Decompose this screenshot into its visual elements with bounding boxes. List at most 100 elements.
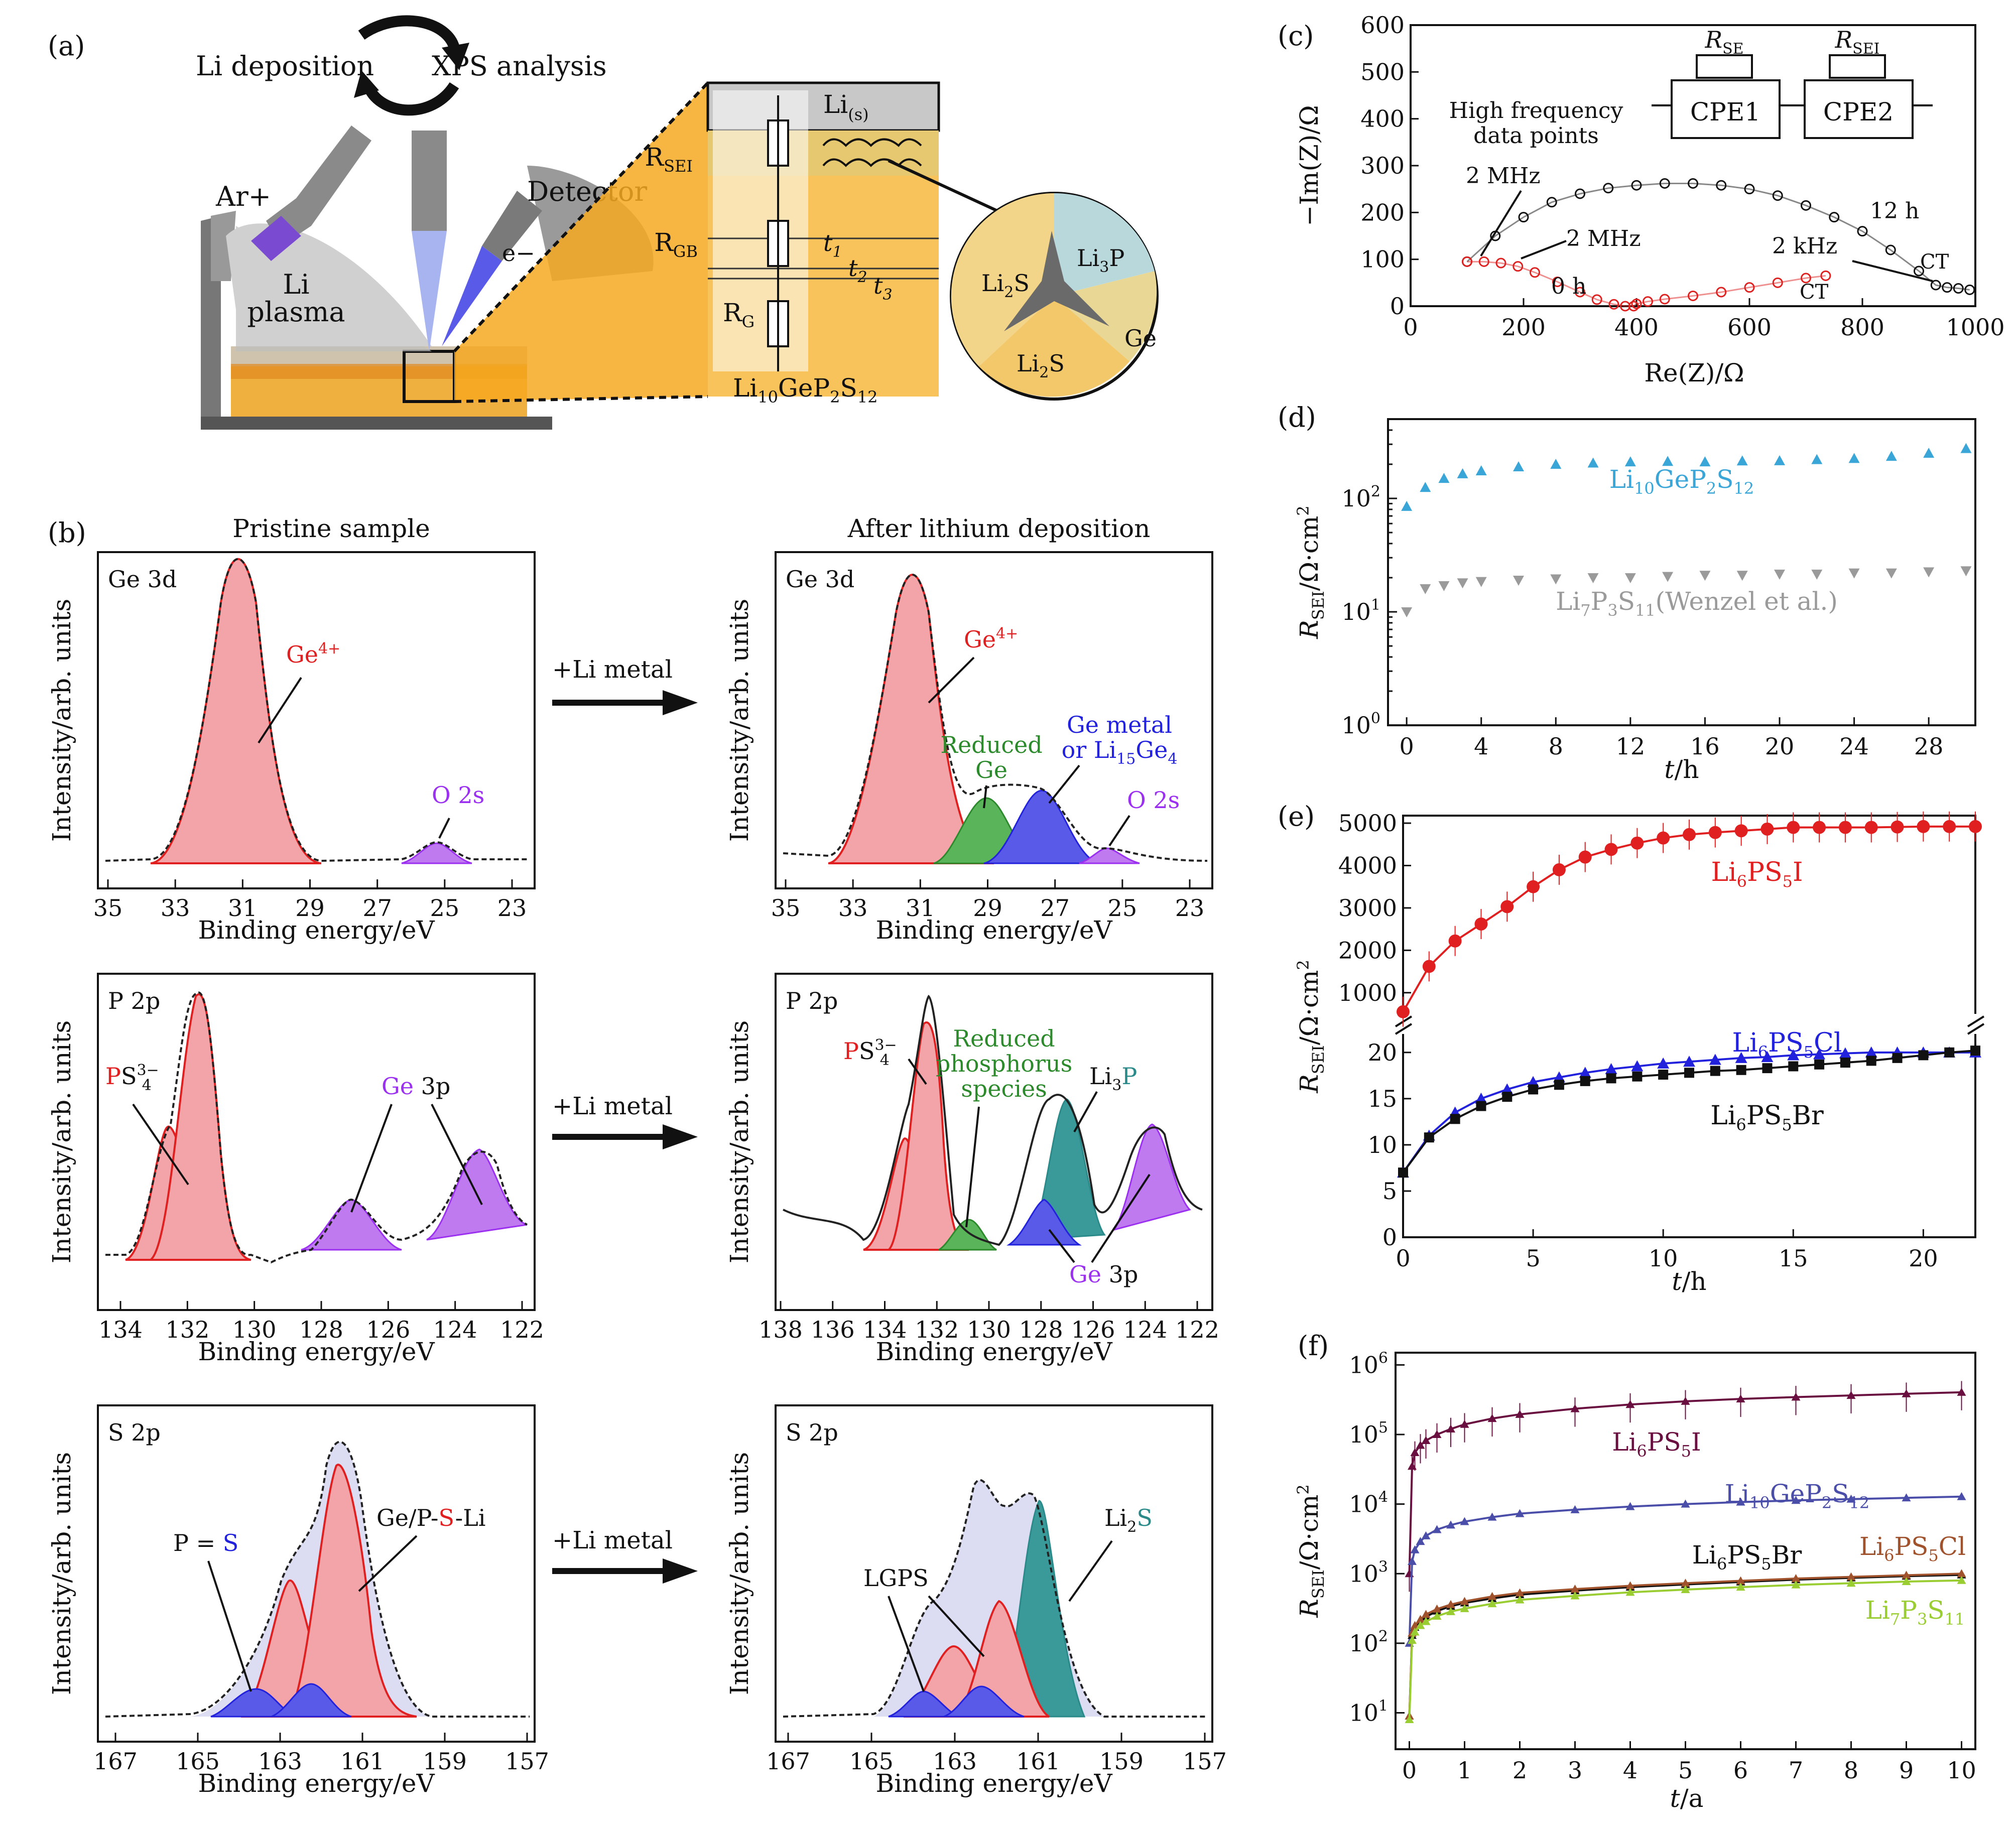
f-point bbox=[1902, 1493, 1911, 1502]
e-point bbox=[1683, 1056, 1695, 1067]
p-right-li3p-label: Li3P bbox=[1089, 1063, 1137, 1094]
d-point bbox=[1699, 571, 1711, 581]
e-ytick-label-lower: 20 bbox=[1367, 1039, 1397, 1066]
e-point bbox=[1814, 1059, 1825, 1070]
panel-f-legend-lps: Li7P3S11 bbox=[1865, 1596, 1965, 1629]
panel-c-pointer-1 bbox=[1480, 190, 1522, 257]
e-xtick-label: 20 bbox=[1909, 1245, 1938, 1272]
f-point bbox=[1416, 1537, 1425, 1545]
d-point bbox=[1438, 581, 1450, 591]
e-point bbox=[1658, 1070, 1669, 1080]
f-point bbox=[1681, 1499, 1690, 1508]
d-point bbox=[1513, 575, 1524, 586]
zoom-cone bbox=[454, 83, 708, 402]
c-point bbox=[1744, 184, 1755, 195]
panel-e-legend-i: Li6PS5I bbox=[1711, 857, 1803, 891]
xtick-label: 33 bbox=[161, 894, 190, 922]
xtick-label: 134 bbox=[863, 1316, 907, 1343]
xtick-label: 27 bbox=[1040, 894, 1070, 922]
e-point bbox=[1864, 821, 1878, 834]
xtick-label: 31 bbox=[906, 894, 935, 922]
c-point bbox=[1608, 299, 1619, 310]
d-point bbox=[1587, 457, 1599, 468]
d-point bbox=[1624, 573, 1636, 583]
xtick-label: 122 bbox=[500, 1316, 544, 1343]
li-metal-arrow-1-label: +Li metal bbox=[552, 656, 673, 684]
p-left-title: P 2p bbox=[108, 987, 160, 1014]
s-left-title: S 2p bbox=[108, 1419, 161, 1446]
c-point bbox=[1688, 290, 1698, 301]
panel-d-legend-lgps: Li10GeP2S12 bbox=[1609, 465, 1754, 498]
li-plasma-label-2: plasma bbox=[247, 296, 345, 328]
xps-s-right: S 2p LGPS Li2S 167 165 163 161 159 157 Bindin… bbox=[725, 1404, 1227, 1798]
xtick-label: 136 bbox=[811, 1316, 855, 1343]
ge-right-ge4-label: Ge4+ bbox=[964, 625, 1018, 653]
panel-e-legend-br: Li6PS5Br bbox=[1710, 1101, 1824, 1134]
f-point bbox=[1515, 1595, 1525, 1604]
panel-d-xlabel: t/h bbox=[1664, 755, 1699, 784]
c-point bbox=[1478, 256, 1489, 267]
p-left-envelope bbox=[105, 991, 528, 1264]
panel-f-legend-cl: Li6PS5Cl bbox=[1859, 1532, 1966, 1565]
panel-f: (f) 0 1 2 3 4 5 6 7 8 9 10 101 102 103 104 105 106 Li6PS… bbox=[1294, 1330, 1976, 1813]
d-point bbox=[1811, 454, 1823, 464]
e-point bbox=[1528, 1084, 1539, 1095]
xtick-label: 27 bbox=[362, 894, 392, 922]
c-ytick-label: 300 bbox=[1360, 152, 1405, 179]
panel-c-note-4: 2 MHz bbox=[1566, 226, 1641, 251]
c-ytick-label: 600 bbox=[1360, 12, 1405, 39]
li-metal-arrow-2-label: +Li metal bbox=[552, 1092, 673, 1120]
f-point bbox=[1625, 1588, 1635, 1596]
c-xtick-label: 0 bbox=[1403, 314, 1418, 341]
f-point bbox=[1736, 1497, 1745, 1506]
xtick-label: 130 bbox=[232, 1316, 277, 1343]
panel-c-ticks: 0 200 400 600 800 1000 0 100 200 300 400 500 600 bbox=[1360, 12, 2004, 341]
e-xtick-label: 15 bbox=[1779, 1245, 1808, 1272]
ge-right-xticks: 35 33 31 29 27 25 23 bbox=[771, 879, 1204, 922]
e-point bbox=[1475, 1092, 1487, 1104]
ion-gun-icon bbox=[251, 125, 371, 261]
e-point bbox=[1502, 1092, 1513, 1102]
d-point bbox=[1848, 568, 1860, 579]
e-ytick-label-lower: 10 bbox=[1367, 1131, 1397, 1158]
e-point bbox=[1527, 1076, 1540, 1087]
f-xtick-label: 7 bbox=[1789, 1757, 1803, 1784]
d-point bbox=[1438, 473, 1450, 483]
s-left-ylabel: Intensity/arb. units bbox=[47, 1452, 76, 1695]
f-ytick-label: 105 bbox=[1349, 1419, 1388, 1448]
f-point bbox=[1405, 1715, 1414, 1723]
panel-e-axis-break bbox=[1395, 1014, 1985, 1035]
e-point bbox=[1944, 1047, 1955, 1058]
xtick-label: 23 bbox=[497, 894, 527, 922]
d-xtick-label: 28 bbox=[1914, 733, 1944, 760]
xtick-label: 130 bbox=[967, 1316, 1011, 1343]
f-point bbox=[1416, 1615, 1425, 1623]
xtick-label: 167 bbox=[766, 1748, 810, 1775]
c-point bbox=[1631, 180, 1642, 191]
xtick-label: 25 bbox=[430, 894, 460, 922]
xtick-label: 25 bbox=[1108, 894, 1138, 922]
f-xtick-label: 6 bbox=[1733, 1757, 1748, 1784]
ge-right-metal-label-2: or Li15Ge4 bbox=[1062, 736, 1178, 768]
ge-right-title: Ge 3d bbox=[786, 566, 854, 593]
f-point bbox=[1487, 1599, 1497, 1608]
d-point bbox=[1513, 461, 1524, 471]
xtick-label: 124 bbox=[433, 1316, 477, 1343]
f-point bbox=[1460, 1604, 1469, 1612]
f-point bbox=[1625, 1581, 1635, 1590]
c-point bbox=[1552, 276, 1563, 287]
f-point bbox=[1515, 1588, 1525, 1597]
c-series-line-1 bbox=[1467, 260, 1826, 307]
f-point bbox=[1570, 1585, 1580, 1593]
f-point bbox=[1432, 1604, 1442, 1613]
e-ytick-label-upper: 5000 bbox=[1338, 810, 1397, 837]
f-ytick-label: 101 bbox=[1349, 1698, 1388, 1727]
magnifier-icon bbox=[888, 159, 1159, 401]
ge-left-o2s-label: O 2s bbox=[432, 781, 484, 809]
d-xtick-label: 12 bbox=[1616, 733, 1646, 760]
c-xtick-label: 400 bbox=[1614, 314, 1659, 341]
e-xtick-label: 5 bbox=[1526, 1245, 1540, 1272]
f-point bbox=[1515, 1409, 1525, 1418]
ge-right-ylabel: Intensity/arb. units bbox=[725, 599, 754, 842]
